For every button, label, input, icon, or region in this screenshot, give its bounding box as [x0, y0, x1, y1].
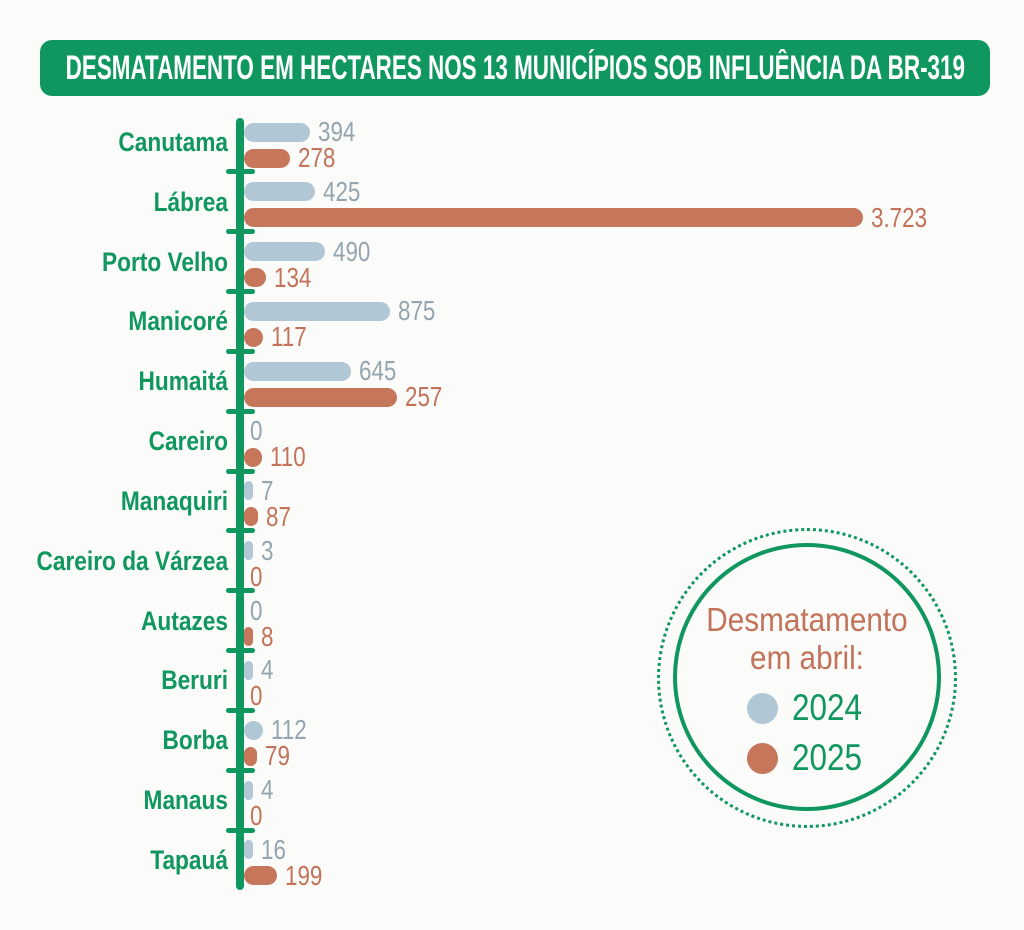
value-label-2025-tapaua: 199 — [285, 859, 323, 891]
bar-2024-porto-velho — [244, 242, 326, 262]
axis-tick — [226, 528, 255, 534]
value-label-2025-careiro: 110 — [270, 441, 306, 473]
value-label-2025-autazes: 8 — [261, 620, 274, 652]
category-label-humaita: Humaitá — [138, 366, 228, 397]
value-label-2025-careiro-da-varzea: 0 — [250, 560, 263, 592]
axis-tick — [226, 289, 255, 295]
value-label-2025-labrea: 3.723 — [871, 201, 928, 233]
axis-tick — [226, 827, 255, 833]
bar-2024-manaquiri — [244, 481, 253, 501]
legend-swatch-2025-icon — [747, 742, 778, 774]
value-label-2024-careiro-da-varzea: 3 — [261, 534, 274, 566]
value-label-2025-porto-velho: 134 — [274, 261, 312, 293]
axis-tick — [226, 169, 255, 175]
value-label-2024-canutama: 394 — [317, 116, 355, 147]
category-label-borba: Borba — [162, 725, 228, 756]
axis-tick — [226, 707, 255, 713]
legend-label-2024: 2024 — [792, 687, 862, 728]
value-label-2024-manaquiri: 7 — [261, 474, 274, 506]
bar-2024-beruri — [244, 660, 253, 680]
legend-item-2024: 2024 — [747, 688, 874, 728]
bar-2025-labrea — [244, 208, 864, 228]
legend-item-2025: 2025 — [747, 738, 874, 778]
axis-tick — [226, 408, 255, 414]
value-label-2024-manicore: 875 — [397, 295, 435, 327]
bar-2025-manicore — [244, 327, 264, 347]
category-label-careiro: Careiro — [148, 426, 228, 457]
category-label-porto-velho: Porto Velho — [101, 246, 228, 277]
category-label-careiro-da-varzea: Careiro da Várzea — [36, 545, 229, 576]
title-banner: DESMATAMENTO EM HECTARES NOS 13 MUNICÍPI… — [40, 40, 990, 96]
value-label-2024-tapaua: 16 — [261, 833, 286, 865]
value-label-2025-manicore: 117 — [271, 321, 308, 353]
value-label-2024-humaita: 645 — [359, 355, 397, 387]
bar-2025-manaquiri — [244, 507, 259, 527]
category-label-canutama: Canutama — [118, 127, 228, 157]
category-label-manicore: Manicoré — [128, 306, 228, 337]
category-label-labrea: Lábrea — [153, 186, 228, 217]
value-label-2024-beruri: 4 — [261, 654, 274, 686]
axis-tick — [226, 229, 255, 235]
axis-tick — [226, 468, 255, 474]
bar-2024-manicore — [244, 301, 390, 321]
bar-2025-porto-velho — [244, 268, 267, 288]
category-label-beruri: Beruri — [161, 665, 228, 696]
legend-label-2025: 2025 — [792, 737, 862, 778]
bar-2025-tapaua — [244, 866, 278, 886]
bar-2024-manaus — [244, 780, 253, 800]
bar-2025-canutama — [244, 148, 291, 168]
bar-2025-careiro — [244, 447, 263, 467]
bar-2024-careiro-da-varzea — [244, 541, 253, 561]
legend: Desmatamento em abril: 2024 2025 — [673, 543, 941, 811]
category-label-manaquiri: Manaquiri — [120, 485, 228, 516]
bar-2025-borba — [244, 746, 258, 766]
axis-tick — [226, 648, 255, 654]
legend-swatch-2024-icon — [747, 692, 778, 724]
bar-2025-autazes — [244, 627, 253, 647]
legend-dotted-ring — [657, 528, 957, 828]
bar-2024-canutama — [244, 122, 310, 142]
legend-title: Desmatamento em abril: — [690, 601, 924, 677]
value-label-2024-autazes: 0 — [250, 594, 263, 626]
value-label-2024-borba: 112 — [270, 714, 307, 746]
y-axis-line — [236, 118, 244, 890]
bar-2024-borba — [244, 720, 263, 740]
value-label-2024-manaus: 4 — [261, 774, 274, 806]
bar-2025-humaita — [244, 387, 397, 407]
value-label-2025-humaita: 257 — [405, 381, 443, 413]
chart-title: DESMATAMENTO EM HECTARES NOS 13 MUNICÍPI… — [65, 48, 965, 87]
value-label-2024-porto-velho: 490 — [333, 235, 371, 267]
value-label-2024-labrea: 425 — [322, 175, 361, 207]
category-label-tapaua: Tapauá — [150, 844, 228, 875]
legend-title-line1: Desmatamento — [706, 601, 908, 638]
value-label-2024-careiro: 0 — [250, 415, 263, 447]
axis-tick — [226, 767, 255, 773]
value-label-2025-manaus: 0 — [250, 800, 263, 832]
axis-tick — [226, 348, 255, 354]
bar-2024-humaita — [244, 361, 352, 381]
bar-2024-tapaua — [244, 840, 253, 860]
axis-tick — [226, 588, 255, 594]
legend-title-line2: em abril: — [750, 639, 864, 676]
category-label-autazes: Autazes — [141, 605, 228, 636]
value-label-2025-canutama: 278 — [298, 142, 336, 173]
value-label-2025-beruri: 0 — [250, 680, 263, 712]
category-label-manaus: Manaus — [143, 785, 228, 816]
value-label-2025-manaquiri: 87 — [266, 500, 292, 532]
value-label-2025-borba: 79 — [265, 740, 291, 772]
bar-2024-labrea — [244, 182, 315, 202]
